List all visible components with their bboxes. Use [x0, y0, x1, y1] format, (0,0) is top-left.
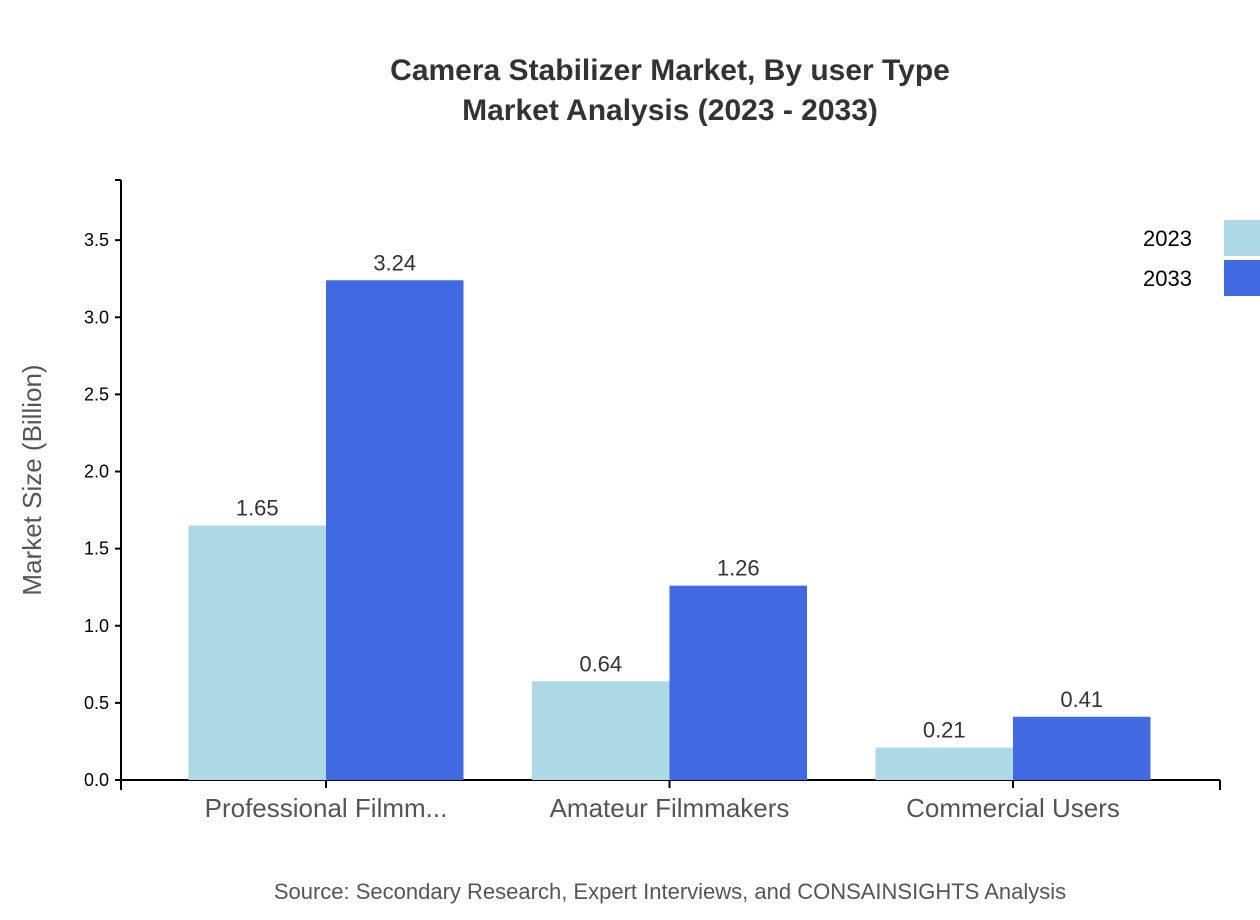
bar-2023: [188, 525, 326, 780]
chart-subtitle: Market Analysis (2023 - 2033): [462, 94, 878, 127]
x-tick-label: Commercial Users: [906, 793, 1120, 823]
legend: 2023 2033: [1143, 220, 1260, 296]
bar-2023: [875, 747, 1013, 780]
bar-2033: [326, 280, 464, 780]
y-tick-label: 2.5: [84, 384, 109, 404]
data-label: 1.26: [717, 556, 760, 581]
x-tick-label: Amateur Filmmakers: [550, 793, 790, 823]
x-axis: Professional Filmm... Amateur Filmmakers C…: [120, 779, 1221, 823]
data-label: 0.64: [579, 651, 622, 676]
y-tick-label: 3.0: [84, 307, 109, 327]
bars: 1.65 3.24 0.64 1.26 0.21 0.41: [188, 250, 1151, 780]
x-tick-label: Professional Filmm...: [205, 793, 448, 823]
bar-2023: [532, 681, 670, 780]
bar-2033: [1013, 716, 1151, 780]
y-tick-label: 0.0: [84, 770, 109, 790]
legend-label: 2033: [1143, 266, 1192, 291]
data-label: 0.41: [1060, 687, 1103, 712]
source-note: Source: Secondary Research, Expert Inter…: [274, 879, 1066, 904]
data-label: 3.24: [373, 250, 416, 275]
legend-swatch-2023: [1224, 220, 1260, 256]
y-tick-label: 3.5: [84, 230, 109, 250]
y-tick-label: 1.0: [84, 616, 109, 636]
chart-title: Camera Stabilizer Market, By user Type: [390, 54, 950, 87]
legend-swatch-2033: [1224, 260, 1260, 296]
y-axis: 0.0 0.5 1.0 1.5 2.0 2.5 3.0 3.5: [84, 179, 122, 790]
y-tick-label: 1.5: [84, 539, 109, 559]
y-tick-label: 2.0: [84, 462, 109, 482]
bar-2033: [669, 585, 807, 780]
data-label: 0.21: [923, 718, 966, 743]
y-tick-label: 0.5: [84, 693, 109, 713]
data-label: 1.65: [236, 496, 279, 521]
y-axis-label: Market Size (Billion): [17, 364, 47, 595]
legend-label: 2023: [1143, 226, 1192, 251]
